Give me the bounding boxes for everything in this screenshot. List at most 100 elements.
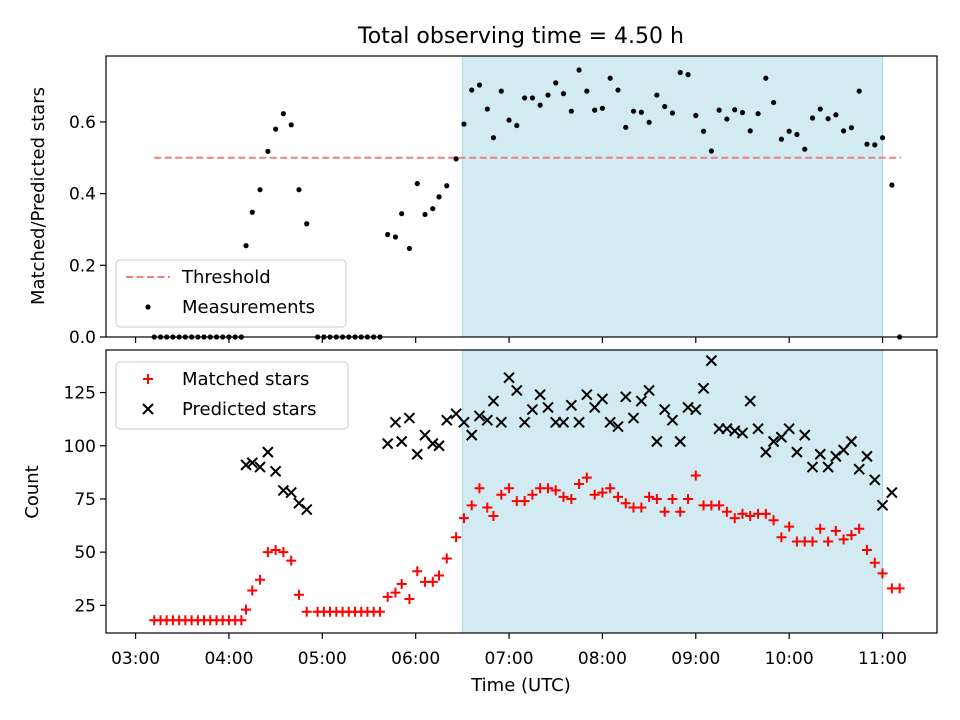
data-point: [503, 371, 515, 384]
data-point: [403, 412, 416, 424]
data-point: [427, 437, 439, 450]
data-point: [669, 110, 676, 116]
top-y-axis-label: Matched/Predicted stars: [28, 87, 49, 305]
data-point: [389, 416, 402, 429]
data-point: [825, 116, 831, 122]
data-point: [814, 448, 826, 460]
data-point: [560, 91, 567, 97]
data-point: [301, 503, 313, 516]
data-point: [542, 483, 553, 494]
x-tick-label: 04:00: [204, 649, 253, 669]
data-point: [856, 88, 862, 94]
legend-label: Predicted stars: [182, 399, 316, 420]
data-point: [526, 403, 539, 416]
data-point: [778, 136, 785, 142]
data-point: [846, 530, 857, 541]
x-tick-label: 06:00: [391, 649, 440, 669]
data-point: [620, 391, 632, 403]
data-point: [396, 579, 407, 590]
data-point: [461, 121, 467, 127]
data-point: [484, 106, 490, 112]
data-point: [557, 416, 570, 429]
data-point: [716, 107, 722, 113]
data-point: [390, 587, 401, 598]
data-point: [241, 604, 252, 615]
data-point: [476, 82, 483, 88]
data-point: [296, 187, 302, 193]
data-point: [799, 429, 811, 441]
data-point: [522, 95, 528, 101]
data-point: [436, 194, 442, 200]
data-point: [434, 570, 445, 581]
data-point: [809, 115, 816, 121]
data-point: [690, 403, 702, 416]
data-point: [802, 146, 808, 152]
data-point: [807, 536, 818, 547]
data-point: [278, 547, 289, 558]
data-point: [876, 499, 889, 512]
data-point: [760, 508, 771, 519]
data-point: [864, 141, 870, 147]
data-point: [636, 502, 647, 513]
series-measurements: [151, 67, 903, 340]
data-point: [838, 534, 849, 545]
data-point: [737, 508, 748, 519]
y-tick-label: 25: [74, 596, 96, 616]
y-tick-label: 50: [74, 543, 96, 563]
data-point: [433, 440, 445, 452]
y-tick-label: 0.2: [69, 256, 96, 276]
data-point: [482, 502, 493, 513]
data-point: [412, 566, 423, 577]
data-point: [612, 420, 624, 433]
data-point: [254, 461, 266, 473]
x-tick-label: 08:00: [578, 649, 627, 669]
data-point: [747, 128, 753, 134]
data-point: [581, 472, 592, 483]
data-point: [745, 510, 756, 521]
data-point: [651, 493, 662, 504]
data-point: [444, 183, 450, 189]
data-point: [565, 399, 578, 412]
top-axes: 0.0 0.2 0.4 0.6: [69, 55, 938, 348]
data-point: [568, 108, 574, 114]
data-point: [430, 206, 436, 212]
data-point: [498, 88, 504, 94]
data-point: [739, 110, 746, 116]
data-point: [877, 568, 888, 579]
data-point: [514, 122, 520, 129]
bottom-legend: Matched stars Predicted stars: [115, 361, 349, 430]
data-point: [584, 88, 590, 94]
data-point: [755, 111, 761, 117]
data-point: [644, 491, 655, 502]
data-point: [589, 489, 600, 500]
observing-window-span: [461, 349, 884, 634]
data-point: [643, 384, 655, 397]
data-point: [488, 510, 499, 521]
data-point: [285, 486, 297, 499]
data-point: [651, 435, 663, 448]
legend-swatch: [142, 403, 154, 415]
data-point: [806, 461, 819, 473]
legend-label: Measurements: [182, 297, 315, 318]
data-point: [399, 211, 405, 217]
data-point: [786, 128, 792, 134]
data-point: [542, 401, 554, 414]
data-point: [596, 393, 609, 405]
data-point: [474, 483, 485, 494]
top-legend: Threshold Measurements: [115, 259, 347, 328]
data-point: [247, 585, 258, 596]
data-point: [262, 547, 273, 558]
data-point: [708, 148, 714, 154]
data-point: [869, 557, 880, 568]
x-tick-label: 07:00: [485, 649, 534, 669]
data-point: [453, 156, 459, 162]
data-point: [527, 489, 538, 500]
data-point: [576, 67, 582, 73]
data-point: [662, 103, 668, 110]
data-point: [392, 234, 399, 240]
data-point: [886, 486, 898, 499]
data-point: [879, 135, 886, 141]
data-point: [697, 382, 710, 395]
x-tick-label: 10:00: [765, 649, 814, 669]
data-point: [441, 414, 453, 426]
